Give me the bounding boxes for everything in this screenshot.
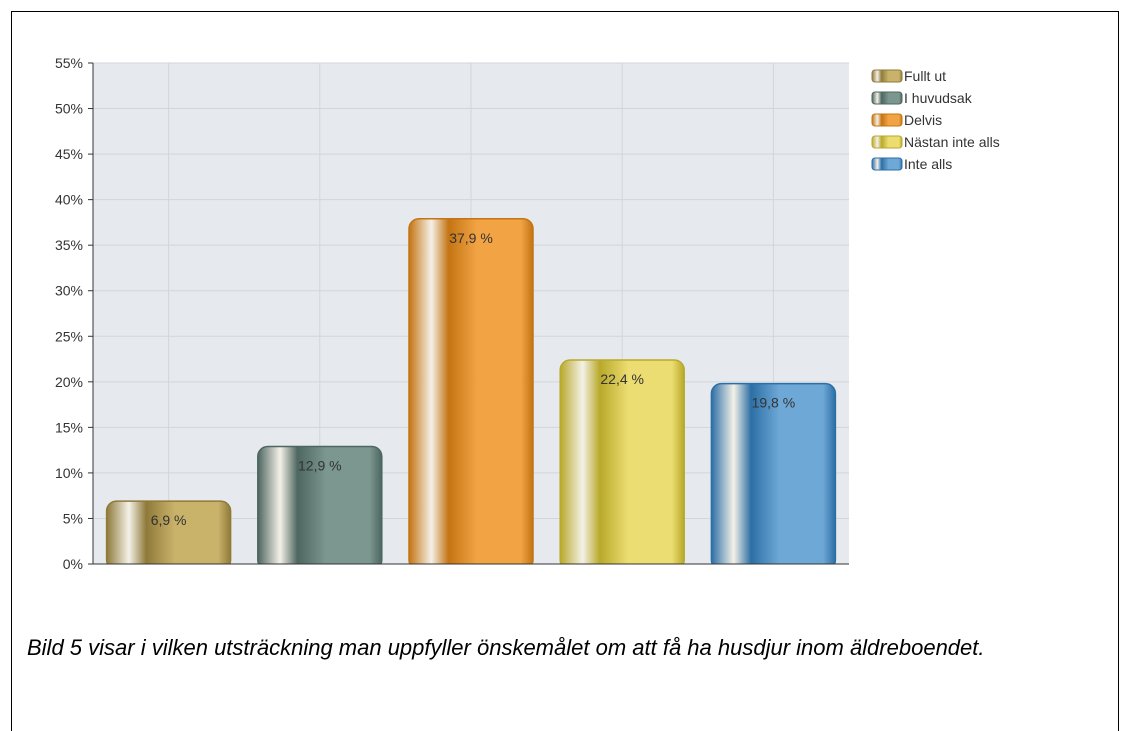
bar-base-cover: [407, 564, 535, 572]
y-tick-label: 40%: [55, 192, 83, 208]
bar-value-label: 22,4 %: [600, 371, 644, 387]
legend-label: Inte alls: [904, 156, 952, 172]
y-tick-label: 35%: [55, 237, 83, 253]
legend-swatch: [871, 91, 903, 105]
y-axis-ticks: 0% 5% 10% 15% 20% 25% 30% 35% 40% 45% 50% 55%: [55, 55, 93, 572]
legend-label: Delvis: [904, 112, 942, 128]
bar-chart: 0% 5% 10% 15% 20% 25% 30% 35% 40% 45% 50% 55% 6,9 %…: [55, 55, 1000, 572]
legend-swatch: [871, 69, 903, 83]
bar-value-label: 37,9 %: [449, 230, 493, 246]
bar-base-cover: [709, 564, 838, 572]
legend-swatch: [871, 157, 903, 171]
y-tick-label: 10%: [55, 465, 83, 481]
y-tick-label: 15%: [55, 419, 83, 435]
y-tick-label: 20%: [55, 374, 83, 390]
y-tick-label: 45%: [55, 146, 83, 162]
y-tick-label: 30%: [55, 283, 83, 299]
y-tick-label: 50%: [55, 101, 83, 117]
bar-base-cover: [255, 564, 384, 572]
legend-swatch: [871, 113, 903, 127]
legend-label: Nästan inte alls: [904, 134, 1000, 150]
bars: 6,9 % 12,9 % 37,9 % 22,4 % 19,8 %: [93, 218, 849, 572]
y-tick-label: 0%: [63, 556, 83, 572]
legend-label: I huvudsak: [904, 90, 973, 106]
bar: [408, 218, 534, 571]
figure-caption: Bild 5 visar i vilken utsträckning man u…: [27, 635, 985, 660]
figure-frame: [11, 11, 1119, 731]
bar: [710, 382, 837, 571]
y-tick-label: 5%: [63, 510, 83, 526]
y-tick-label: 55%: [55, 55, 83, 71]
legend-label: Fullt ut: [904, 68, 946, 84]
bar: [559, 359, 685, 571]
bar-value-label: 19,8 %: [752, 395, 796, 411]
bar-base-cover: [104, 564, 233, 572]
bar-value-label: 12,9 %: [298, 457, 342, 473]
legend-swatch: [871, 135, 903, 149]
bar-value-label: 6,9 %: [151, 512, 187, 528]
bar-base-cover: [558, 564, 687, 572]
legend: Fullt ut I huvudsak Delvis Nästan inte alls…: [871, 68, 1000, 172]
y-tick-label: 25%: [55, 328, 83, 344]
